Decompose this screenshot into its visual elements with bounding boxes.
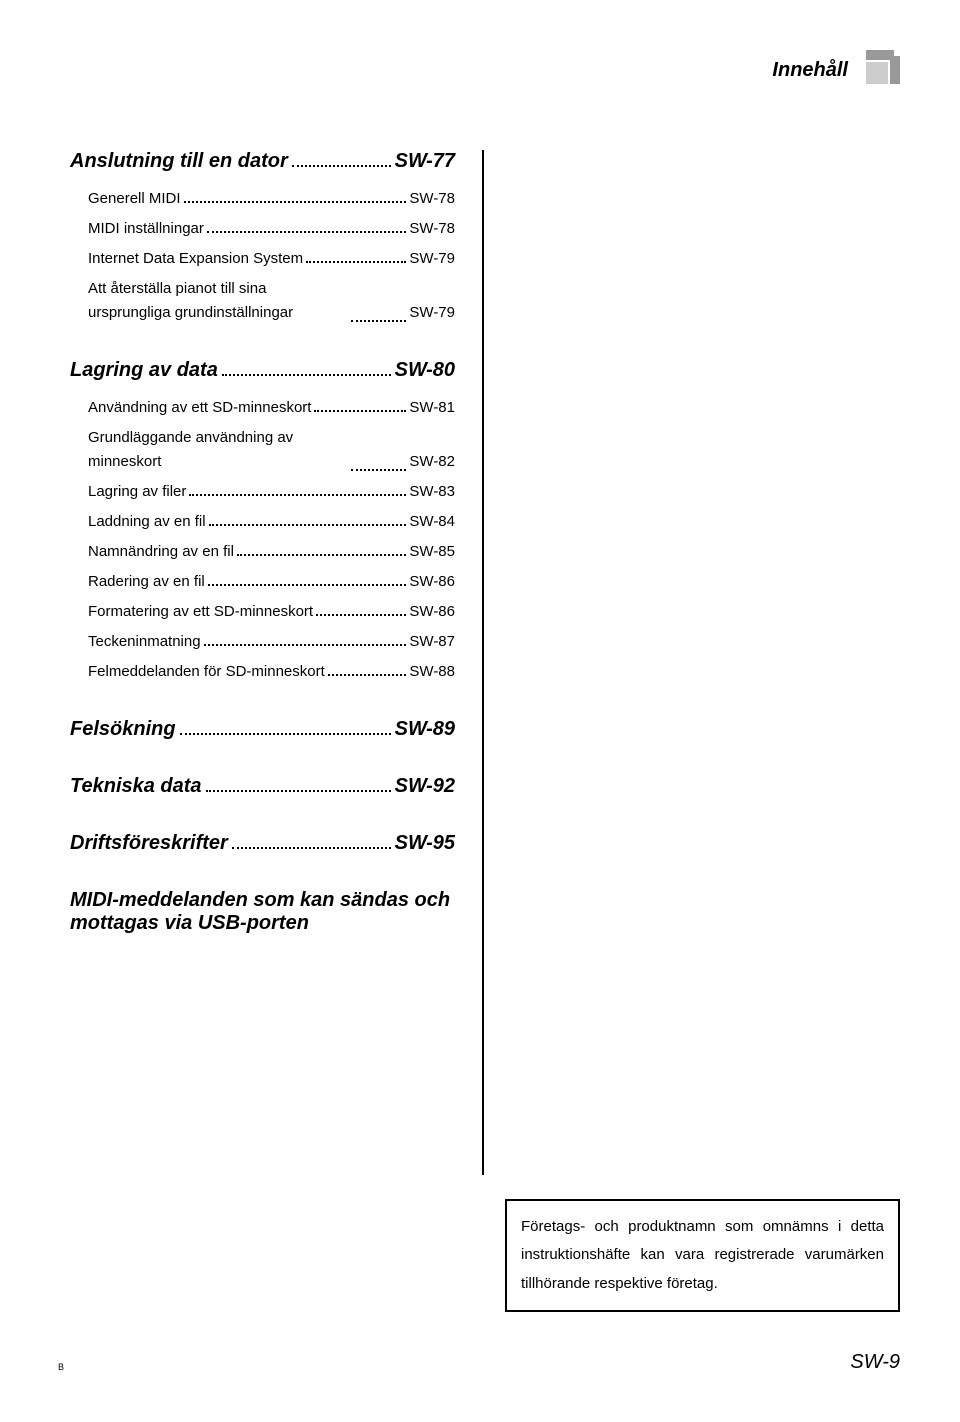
toc-section: Anslutning till en dator SW-77 Generell MI… [70,150,455,325]
toc-item-page: SW-81 [409,396,455,420]
toc-heading: MIDI-meddelanden som kan sändas och mott… [70,889,455,935]
leader-dots [207,231,407,233]
toc-item-page: SW-88 [409,660,455,684]
trademark-note: Företags- och produktnamn som omnämns i … [505,1199,900,1313]
footer-left-marker: B [58,1362,64,1372]
toc-item-label: Grundläggande användning av minneskort [88,426,348,474]
toc-heading-page: SW-95 [395,832,455,855]
toc-section: MIDI-meddelanden som kan sändas och mott… [70,889,455,935]
leader-dots [351,320,406,322]
toc-item: Generell MIDI SW-78 [70,187,455,211]
toc-item-page: SW-78 [409,217,455,241]
toc-item: Felmeddelanden för SD-minneskort SW-88 [70,660,455,684]
toc-heading-label: Lagring av data [70,359,218,382]
toc-item-page: SW-83 [409,480,455,504]
leader-dots [306,261,406,263]
toc-item: Grundläggande användning av minneskort SW… [70,426,455,474]
toc-item-label: Namnändring av en fil [88,540,234,564]
leader-dots [351,469,406,471]
leader-dots [314,410,406,412]
toc-section: Tekniska data SW-92 [70,775,455,798]
toc-item: Formatering av ett SD-minneskort SW-86 [70,600,455,624]
toc-item: MIDI inställningar SW-78 [70,217,455,241]
toc-item-label: Att återställa pianot till sina ursprung… [88,277,348,325]
leader-dots [232,847,391,849]
toc-item-page: SW-87 [409,630,455,654]
toc-heading-label: Tekniska data [70,775,202,798]
header-title: Innehåll [772,59,848,82]
toc-item-label: Formatering av ett SD-minneskort [88,600,313,624]
toc-item-label: Internet Data Expansion System [88,247,303,271]
toc-heading-label: Driftsföreskrifter [70,832,228,855]
toc-item-label: Användning av ett SD-minneskort [88,396,311,420]
toc-heading: Felsökning SW-89 [70,718,455,741]
toc-item-label: Teckeninmatning [88,630,201,654]
toc-item-page: SW-79 [409,247,455,271]
toc-item: Lagring av filer SW-83 [70,480,455,504]
leader-dots [208,584,407,586]
leader-dots [206,790,391,792]
toc-item: Internet Data Expansion System SW-79 [70,247,455,271]
toc-section: Driftsföreskrifter SW-95 [70,832,455,855]
toc-heading: Tekniska data SW-92 [70,775,455,798]
toc-heading: Driftsföreskrifter SW-95 [70,832,455,855]
toc-item-page: SW-84 [409,510,455,534]
toc-heading-label: Felsökning [70,718,176,741]
vertical-divider [482,150,484,1175]
toc-item-page: SW-86 [409,600,455,624]
toc-section: Lagring av data SW-80 Användning av ett SD… [70,359,455,684]
toc-item-label: Felmeddelanden för SD-minneskort [88,660,325,684]
toc-heading-label: MIDI-meddelanden som kan sändas och mott… [70,889,455,935]
leader-dots [292,165,391,167]
toc-item: Teckeninmatning SW-87 [70,630,455,654]
toc-heading-label: Anslutning till en dator [70,150,288,173]
leader-dots [209,524,407,526]
corner-decoration-icon [860,50,900,90]
toc-item-page: SW-82 [409,450,455,474]
leader-dots [204,644,407,646]
leader-dots [189,494,406,496]
toc-item: Användning av ett SD-minneskort SW-81 [70,396,455,420]
toc-heading-page: SW-80 [395,359,455,382]
table-of-contents: Anslutning till en dator SW-77 Generell MI… [70,150,455,969]
toc-item-label: Lagring av filer [88,480,186,504]
toc-heading-page: SW-92 [395,775,455,798]
toc-item-label: Laddning av en fil [88,510,206,534]
toc-heading-page: SW-77 [395,150,455,173]
toc-heading: Lagring av data SW-80 [70,359,455,382]
leader-dots [328,674,407,676]
toc-section: Felsökning SW-89 [70,718,455,741]
toc-item: Laddning av en fil SW-84 [70,510,455,534]
toc-item-page: SW-85 [409,540,455,564]
toc-item-label: MIDI inställningar [88,217,204,241]
toc-item-page: SW-79 [409,301,455,325]
leader-dots [180,733,391,735]
toc-item: Radering av en fil SW-86 [70,570,455,594]
page-header: Innehåll [772,50,900,90]
toc-item-label: Generell MIDI [88,187,181,211]
leader-dots [316,614,406,616]
toc-item: Namnändring av en fil SW-85 [70,540,455,564]
toc-heading-page: SW-89 [395,718,455,741]
leader-dots [184,201,407,203]
toc-item-page: SW-78 [409,187,455,211]
toc-item-page: SW-86 [409,570,455,594]
footer-page-number: SW-9 [850,1351,900,1374]
leader-dots [237,554,407,556]
leader-dots [222,374,391,376]
toc-item-label: Radering av en fil [88,570,205,594]
toc-item: Att återställa pianot till sina ursprung… [70,277,455,325]
toc-heading: Anslutning till en dator SW-77 [70,150,455,173]
